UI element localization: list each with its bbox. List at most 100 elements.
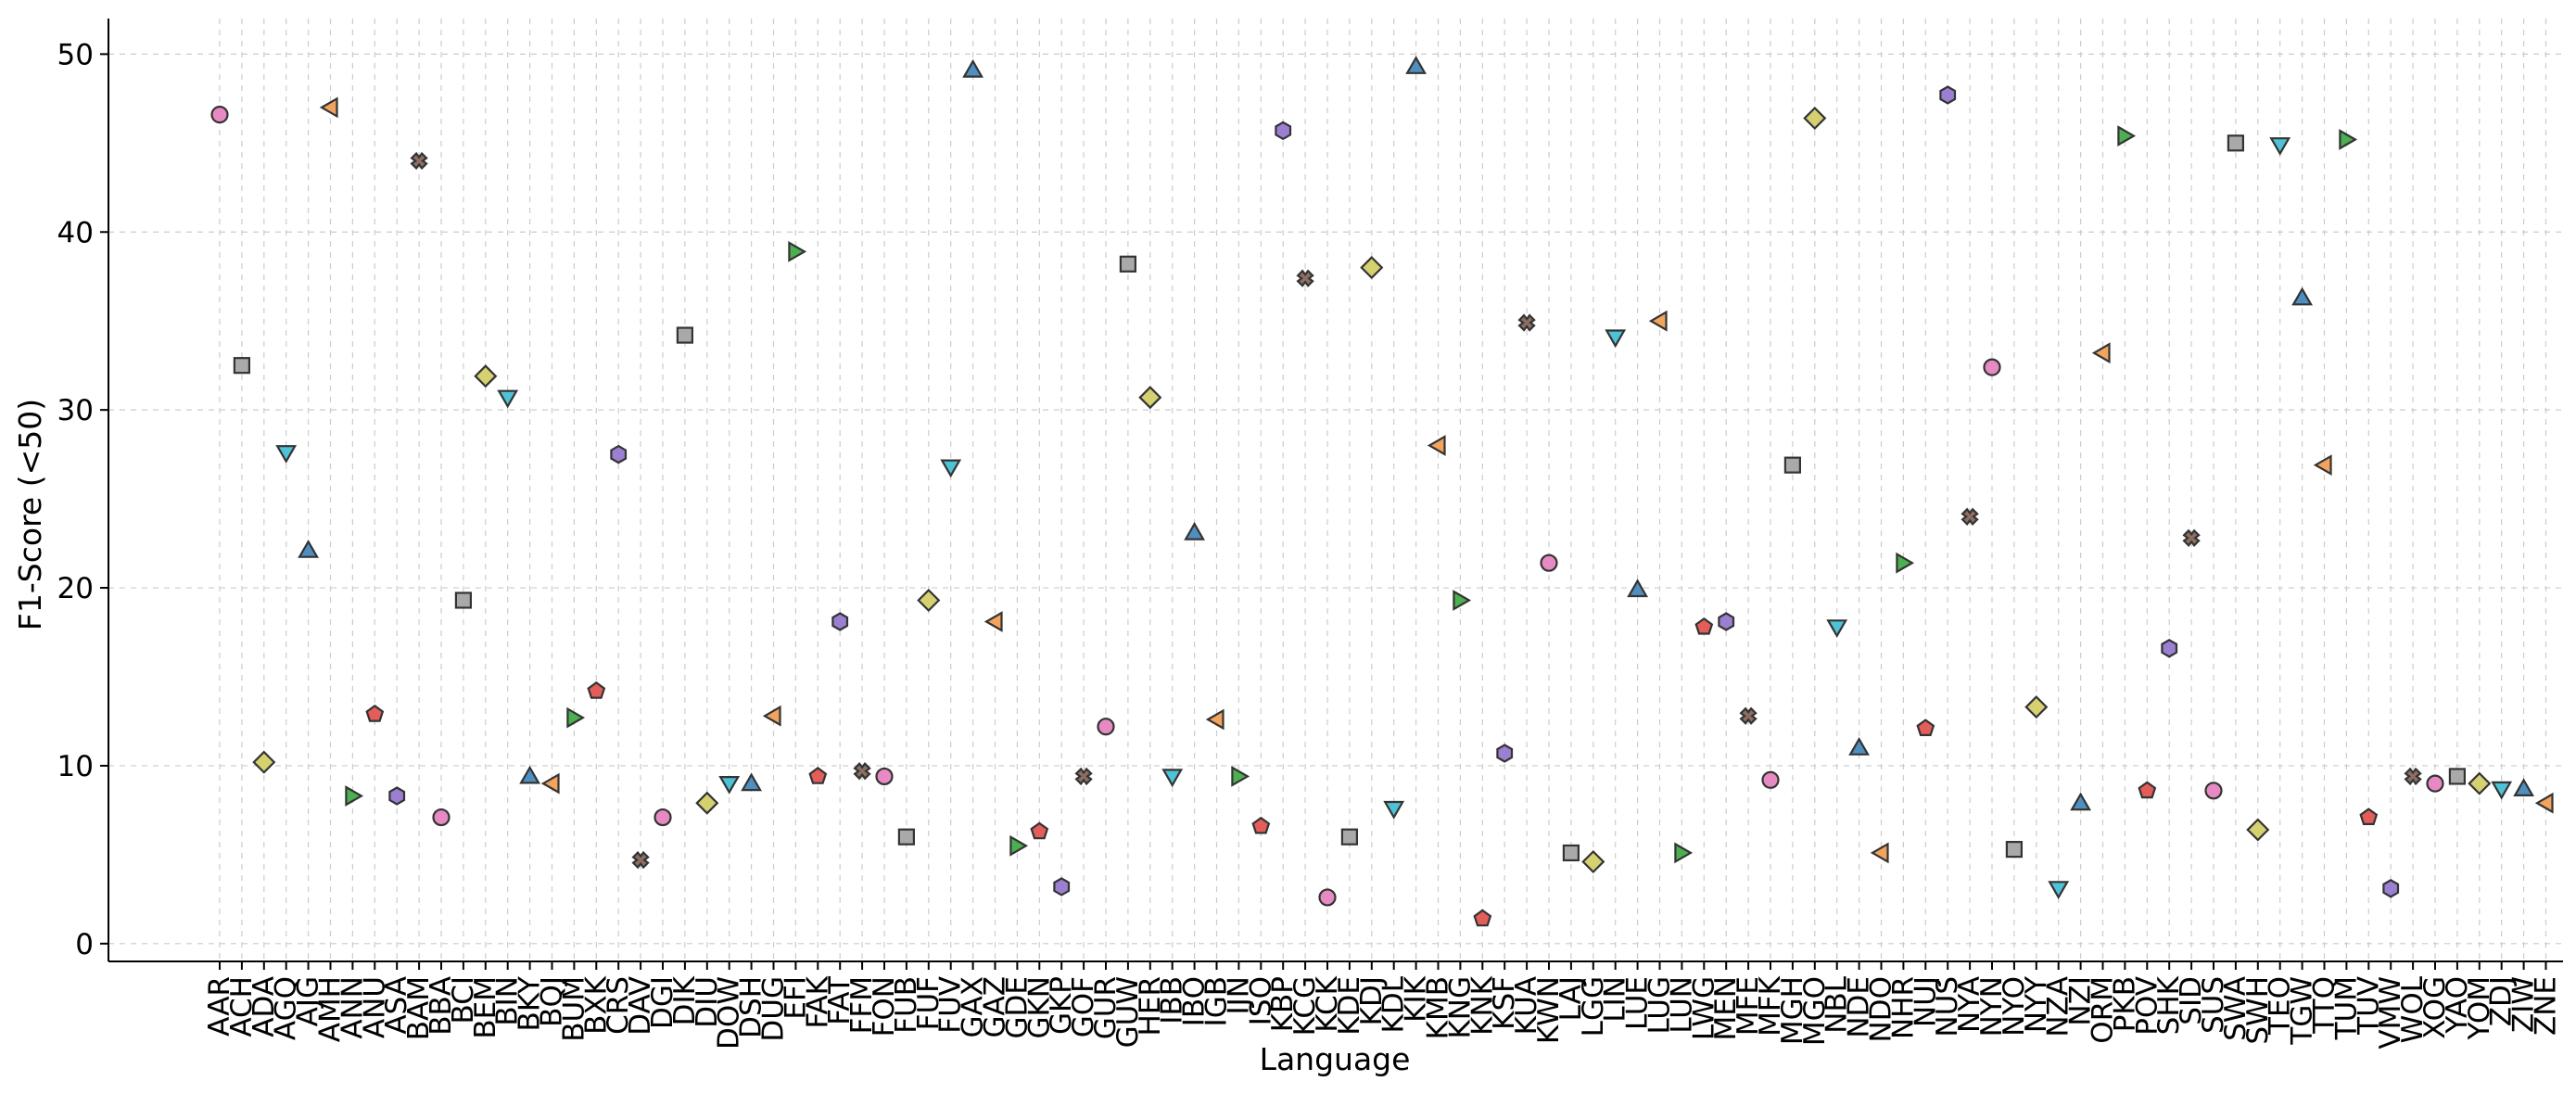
data-point-dav xyxy=(631,850,650,870)
x-tick-label: NYA xyxy=(1953,976,1986,1033)
data-point-gkn xyxy=(1030,821,1049,840)
x-tick-label: NBL xyxy=(1821,975,1854,1033)
data-point-aar xyxy=(210,106,229,124)
data-point-knk xyxy=(1473,909,1492,927)
data-point-kbp xyxy=(1275,121,1292,141)
x-tick-label: IGB xyxy=(1200,976,1234,1026)
data-point-diu xyxy=(695,791,719,815)
data-point-nde xyxy=(1848,736,1871,756)
x-tick-label: ZDJ xyxy=(2485,976,2519,1026)
data-point-bky xyxy=(519,765,541,784)
x-tick-label: MEN xyxy=(1709,976,1743,1041)
data-point-agq xyxy=(275,445,298,464)
data-point-guw xyxy=(1119,255,1137,273)
y-tick-label: 0 xyxy=(75,928,94,961)
x-tick-label: TGW xyxy=(2286,976,2319,1046)
data-point-lwg xyxy=(1694,617,1714,635)
x-tick-label: AGQ xyxy=(270,976,303,1040)
data-point-wol xyxy=(2404,767,2422,786)
data-point-tuv xyxy=(2359,808,2379,826)
x-tick-label: BAM xyxy=(402,976,436,1040)
x-tick-label: KDJ xyxy=(1355,976,1389,1025)
data-point-asa xyxy=(388,786,406,806)
data-point-amh xyxy=(319,96,338,119)
data-point-pov xyxy=(2138,781,2157,799)
x-tick-label: KCG xyxy=(1288,976,1322,1036)
data-point-bxk xyxy=(587,681,606,699)
y-tick-label: 10 xyxy=(57,750,94,783)
x-tick-label: VMW xyxy=(2374,976,2407,1049)
data-point-nyy xyxy=(2024,695,2049,719)
data-point-kde xyxy=(1340,828,1359,846)
data-point-nyn xyxy=(1983,358,2001,376)
x-tick-label: ISO xyxy=(1244,976,1277,1025)
data-point-nus xyxy=(1939,85,1957,105)
data-point-bba xyxy=(432,808,450,827)
data-point-nbl xyxy=(1826,619,1848,639)
data-point-dik xyxy=(676,326,694,344)
x-tick-label: NZA xyxy=(2042,976,2075,1037)
data-point-bci xyxy=(454,592,472,609)
x-tick-label: NHR xyxy=(1886,976,1920,1039)
x-tick-label: KMB xyxy=(1422,976,1455,1039)
data-point-lug xyxy=(1648,310,1668,332)
data-point-nyo xyxy=(2005,841,2023,859)
x-tick-label: ANU xyxy=(358,976,391,1038)
x-tick-label: GOF xyxy=(1067,976,1100,1037)
data-point-fat xyxy=(831,612,849,631)
data-point-bam xyxy=(410,151,428,171)
y-tick-label: 30 xyxy=(57,394,94,427)
y-tick-label: 50 xyxy=(57,38,94,71)
x-tick-label: SHK xyxy=(2152,975,2186,1035)
data-point-fub xyxy=(897,828,916,846)
data-point-bqj xyxy=(540,772,560,795)
x-tick-label: FFM xyxy=(845,976,879,1034)
data-point-bem xyxy=(474,364,498,388)
data-point-kwn xyxy=(1540,553,1558,572)
data-point-gde xyxy=(1009,834,1029,857)
data-point-vmw xyxy=(2382,879,2400,898)
x-tick-label: KCK xyxy=(1311,975,1344,1032)
data-point-kck xyxy=(1318,888,1337,907)
x-tick-label: TUM xyxy=(2329,976,2363,1040)
x-tick-label: IJN xyxy=(1222,976,1255,1014)
data-point-nhr xyxy=(1896,552,1915,574)
data-point-xog xyxy=(2426,774,2444,793)
x-tick-label: LIN xyxy=(1599,976,1632,1023)
data-point-dug xyxy=(762,705,781,727)
data-point-ibo xyxy=(1184,521,1206,541)
x-tick-label: KWN xyxy=(1532,976,1566,1044)
x-tick-label: KNK xyxy=(1466,975,1499,1036)
x-tick-label: TUV xyxy=(2352,976,2385,1036)
x-tick-label: CRS xyxy=(602,976,635,1035)
x-tick-label: KDE xyxy=(1333,976,1366,1036)
data-point-lue xyxy=(1627,579,1649,598)
grid xyxy=(108,19,2563,961)
x-tick-label: MGO xyxy=(1798,976,1832,1046)
data-point-orm xyxy=(2091,342,2111,364)
x-tick-label: BIN xyxy=(491,976,525,1026)
x-tick-label: MFK xyxy=(1754,975,1787,1037)
data-point-yao xyxy=(2448,768,2466,785)
x-tick-label: BQJ xyxy=(536,976,569,1027)
data-point-shk xyxy=(2161,639,2178,658)
y-tick-label: 40 xyxy=(57,216,94,249)
data-point-lun xyxy=(1674,842,1694,864)
x-tick-label: BCI xyxy=(447,976,480,1024)
data-point-crs xyxy=(610,444,628,464)
data-point-tgw xyxy=(2291,286,2314,306)
x-tick-label: ADA xyxy=(247,976,281,1037)
x-tick-label: GKP xyxy=(1045,976,1078,1035)
x-tick-label: KDL xyxy=(1377,975,1411,1033)
x-tick-label: ZNE xyxy=(2530,976,2563,1036)
x-tick-label: KSF xyxy=(1488,976,1521,1030)
x-tick-label: KNG xyxy=(1443,976,1477,1039)
data-point-nuj xyxy=(1916,719,1935,737)
x-tick-label: BXK xyxy=(579,975,613,1035)
x-tick-label: YAO xyxy=(2441,976,2474,1035)
data-point-lin xyxy=(1605,329,1627,349)
x-tick-label: BUM xyxy=(557,976,590,1042)
x-tick-label: FON xyxy=(868,976,901,1037)
data-point-ada xyxy=(252,750,276,774)
x-tick-label: XOG xyxy=(2418,976,2452,1039)
